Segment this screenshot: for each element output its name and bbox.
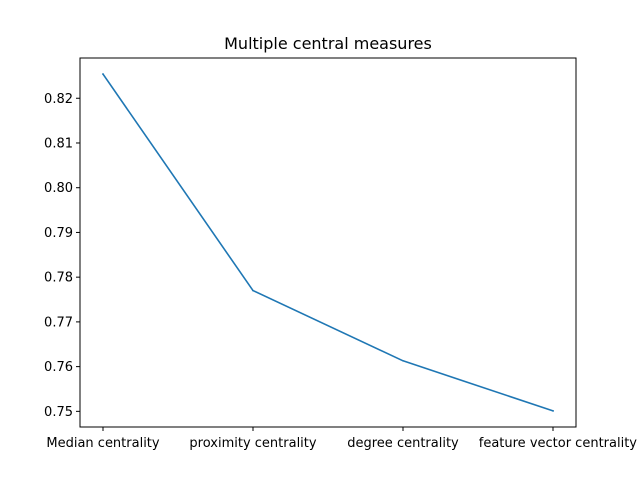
x-tick-label: proximity centrality bbox=[189, 436, 316, 451]
data-point bbox=[102, 73, 104, 75]
data-point bbox=[252, 289, 254, 292]
y-tick-label: 0.80 bbox=[44, 181, 73, 196]
x-tick-label: degree centrality bbox=[347, 436, 459, 451]
series-line bbox=[101, 72, 555, 412]
plot-frame bbox=[79, 57, 577, 428]
data-point bbox=[402, 360, 404, 362]
y-tick-label: 0.76 bbox=[44, 360, 73, 375]
y-tick-label: 0.78 bbox=[44, 271, 73, 286]
chart-title: Multiple central measures bbox=[224, 34, 432, 53]
data-point bbox=[552, 410, 554, 412]
plot-area: 0.75 0.76 0.77 0.78 0.79 0.80 0.81 0.82 Median c… bbox=[44, 57, 638, 451]
y-tick-label: 0.81 bbox=[44, 136, 73, 151]
y-tick-label: 0.79 bbox=[44, 226, 73, 241]
x-tick-label: Median centrality bbox=[46, 436, 160, 451]
y-tick-label: 0.77 bbox=[44, 315, 73, 330]
y-tick-label: 0.75 bbox=[44, 405, 73, 420]
x-tick-label: feature vector centrality bbox=[479, 436, 638, 451]
y-tick-label: 0.82 bbox=[44, 92, 73, 107]
